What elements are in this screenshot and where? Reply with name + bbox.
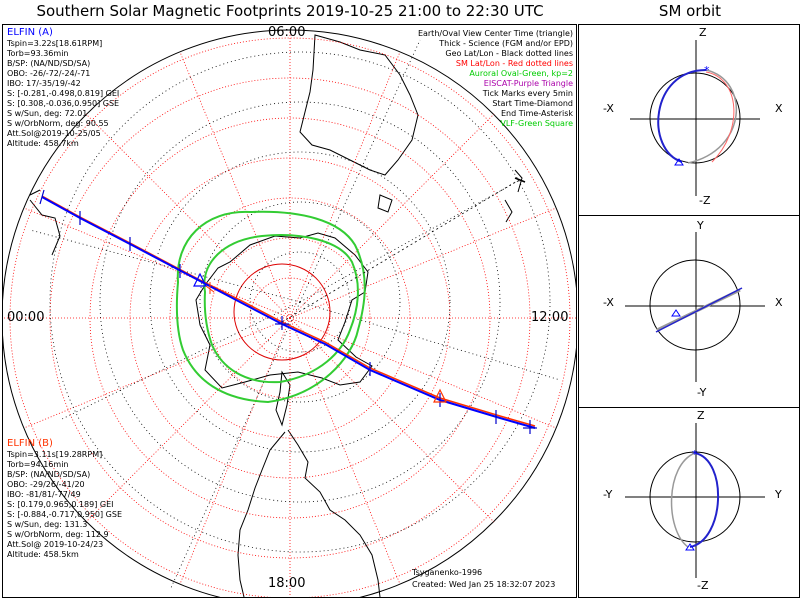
elfin-a-info-line: S: [-0.281,-0.498,0.819] GEI: [7, 89, 120, 98]
mlt-label-bottom: 18:00: [268, 576, 306, 591]
orbit-panel-yz: *: [625, 423, 765, 578]
elfin-a-info-line: S w/OrbNorm, deg: 90.55: [7, 119, 109, 128]
geo-lat-grid: [49, 51, 551, 553]
elfin-b-lines: Tspin=3.11s[19.28RPM] Torb=94.16min B/SP: …: [7, 450, 122, 560]
sm-pole-circle: [233, 263, 331, 361]
elfin-b-orbit-yz: [670, 452, 696, 548]
elfin-b-info-line: OBO: -29/26/-41/20: [7, 480, 85, 489]
view-center-triangle-a: [193, 272, 207, 287]
elfin-a-info-line: Tspin=3.22s[18.61RPM]: [7, 39, 103, 48]
orbit-panel-xz: *: [630, 40, 760, 196]
elfin-b-info-line: IBO: -81/81/-77/49: [7, 490, 81, 499]
legend-entry: Earth/Oval View Center Time (triangle): [417, 29, 573, 38]
orbit-yz-triangle: [685, 543, 695, 551]
view-direction-line: [281, 177, 523, 323]
south-america-coast: [237, 429, 381, 597]
legend-entry: VLF-Green Square: [500, 119, 573, 128]
elfin-b-info-line: S w/Sun, deg: 131.3: [7, 520, 88, 529]
mlt-label-left: 00:00: [7, 310, 45, 325]
orbit-panel-xy: [625, 232, 765, 382]
model-label: Tsyganenko-1996: [412, 568, 483, 577]
orbit-xz-asterisk: *: [704, 64, 710, 77]
legend-entry: Thick - Science (FGM and/or EPD): [439, 39, 573, 48]
elfin-b-info-line: Tspin=3.11s[19.28RPM]: [7, 450, 103, 459]
legend-entry: Start Time-Diamond: [492, 99, 573, 108]
elfin-b-info-line: Torb=94.16min: [7, 460, 69, 469]
legend-entry: SM Lat/Lon - Red dotted lines: [455, 59, 573, 68]
legend: Earth/Oval View Center Time (triangle) Th…: [418, 29, 573, 129]
map-frame: [2, 24, 577, 598]
elfin-a-info-line: OBO: -26/-72/-24/-71: [7, 69, 91, 78]
elfin-b-orbit-xz-red: [705, 71, 735, 163]
elfin-a-info-line: S w/Sun, deg: 72.01: [7, 109, 88, 118]
tasmania-coast: [377, 194, 393, 213]
elfin-a-lines: Tspin=3.22s[18.61RPM] Torb=93.36min B/SP: …: [7, 39, 119, 149]
elfin-a-orbit-yz: [689, 452, 720, 548]
elfin-a-orbit-xz: [657, 69, 707, 163]
orbit-xy-label-bottom: -Y: [697, 386, 707, 399]
orbit-yz-label-top: Z: [697, 409, 705, 422]
orbit-title: SM orbit: [658, 2, 722, 20]
elfin-a-header: ELFIN (A): [7, 27, 53, 38]
elfin-b-marker: [205, 282, 215, 294]
track-tick-marks: [39, 189, 531, 434]
orbit-yz-label-bottom: -Z: [697, 579, 709, 592]
elfin-b-info: ELFIN (B) Tspin=3.11s[19.28RPM] Torb=94.1…: [7, 438, 122, 560]
elfin-a-info-line: Altitude: 458.7km: [7, 139, 79, 148]
elfin-a-info-line: Torb=93.36min: [7, 49, 69, 58]
geo-lon-grid: [29, 39, 561, 591]
created-label: Created: Wed Jan 25 18:32:07 2023: [412, 580, 556, 589]
elfin-b-info-line: Att.Sol@ 2019-10-24/23: [7, 540, 104, 549]
elfin-a-info-line: IBO: 17/-35/19/-42: [7, 79, 81, 88]
orbit-yz-asterisk: *: [692, 448, 698, 461]
legend-entry: End Time-Asterisk: [500, 109, 573, 118]
orbit-xz-label-right: X: [775, 102, 783, 115]
elfin-a-info-line: S: [0.308,-0.036,0.950] GSE: [7, 99, 120, 108]
elfin-b-orbit-xz: [687, 69, 738, 164]
main-title: Southern Solar Magnetic Footprints 2019-…: [36, 2, 544, 20]
orbit-xy-label-left: -X: [603, 296, 614, 309]
auroral-oval: [175, 210, 366, 404]
earth-disk: [3, 29, 576, 597]
legend-entry: Tick Marks every 5min: [482, 89, 573, 98]
legend-entry: Geo Lat/Lon - Black dotted lines: [445, 49, 573, 58]
elfin-b-info-line: S w/OrbNorm, deg: 112.9: [7, 530, 109, 539]
mlt-label-top: 06:00: [268, 25, 306, 40]
elfin-b-header: ELFIN (B): [7, 438, 53, 449]
legend-entry: EISCAT-Purple Triangle: [483, 79, 573, 88]
orbit-xz-label-left: -X: [603, 102, 614, 115]
elfin-a-orbit-xy: [655, 287, 743, 333]
antarctica-coast: [195, 232, 373, 389]
elfin-a-info-line: B/SP: (NA/ND/SD/SA): [7, 59, 91, 68]
legend-entry: Auroral Oval-Green, kp=2: [469, 69, 573, 78]
orbit-yz-label-right: Y: [775, 488, 782, 501]
africa-coast: [29, 189, 61, 256]
elfin-a-info-line: Att.Sol@2019-10-25/05: [7, 129, 101, 138]
orbit-xy-triangle: [671, 309, 681, 317]
orbit-xz-triangle: [674, 158, 684, 166]
mlt-label-right: 12:00: [531, 310, 569, 325]
elfin-b-info-line: Altitude: 458.5km: [7, 550, 79, 559]
elfin-a-info: ELFIN (A) Tspin=3.22s[18.61RPM] Torb=93.3…: [7, 27, 119, 149]
elfin-b-info-line: S: [-0.884,-0.717,0.950] GSE: [7, 510, 122, 519]
orbit-xy-label-top: Y: [697, 219, 704, 232]
elfin-b-info-line: B/SP: (NA/ND/SD/SA): [7, 470, 91, 479]
track-tick-bars: [275, 323, 537, 429]
elfin-b-info-line: S: [0.179,0.965,0.189] GEI: [7, 500, 114, 509]
orbit-xz-label-bottom: -Z: [699, 194, 711, 207]
view-center-triangle-b: [433, 388, 447, 403]
orbit-xy-label-right: X: [775, 296, 783, 309]
sun-direction-marker: [514, 177, 526, 183]
new-zealand-coast: [504, 169, 523, 223]
orbit-yz-label-left: -Y: [603, 488, 613, 501]
orbit-xz-label-top: Z: [699, 26, 707, 39]
